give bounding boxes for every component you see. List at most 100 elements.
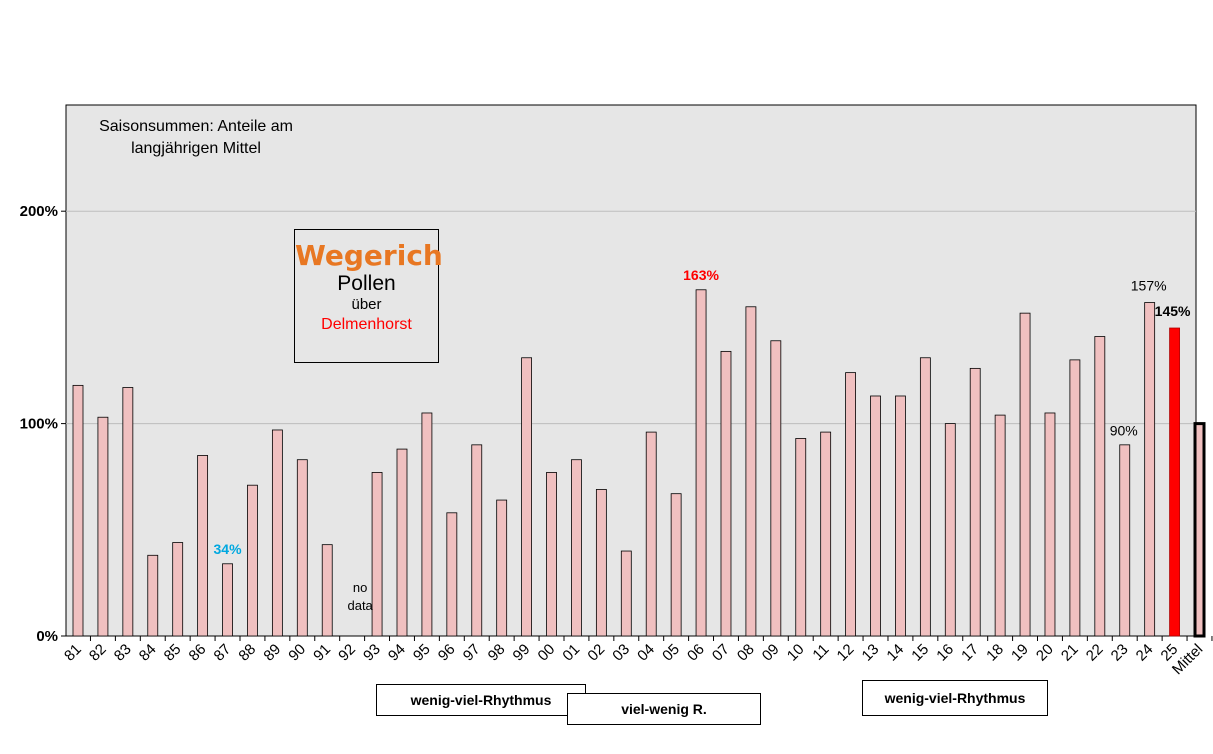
bar [1069,359,1081,637]
x-tick-label: 93 [360,641,384,665]
no-data-label: data [347,598,373,613]
x-tick-label: 11 [809,641,832,664]
x-tick-label: 22 [1083,641,1107,665]
title-box-ueber: über [351,296,382,313]
bar [1019,312,1031,637]
bar [1144,302,1156,637]
data-label: 163% [683,267,719,283]
x-tick-label: 01 [559,641,583,665]
x-tick-label: 04 [634,641,658,665]
x-tick-label: 16 [933,641,957,665]
bar [770,340,782,637]
x-tick-label: 24 [1133,641,1157,665]
phase-label-1: wenig-viel-Rhythmus [376,684,586,716]
chart-title: Wegerich [295,239,443,272]
bar [197,455,209,637]
x-tick-label: 02 [584,641,608,665]
no-data-label: no [353,580,367,595]
bar [595,489,607,637]
x-tick-label: 19 [1008,641,1032,665]
bar [521,357,533,637]
x-tick-label: 86 [186,641,210,665]
bar [271,429,283,637]
x-tick-label: 95 [410,641,434,665]
x-tick-label: 82 [86,641,110,665]
x-tick-label: 96 [435,641,459,665]
bar [296,459,308,637]
bar [720,350,732,637]
bar [546,472,557,637]
x-tick-label: 20 [1033,641,1057,665]
x-tick-label: 12 [834,641,858,665]
bar [870,395,881,637]
x-tick-label: 98 [485,641,509,665]
x-tick-label: 87 [211,641,235,665]
data-label: 90% [1110,423,1138,439]
x-tick-label: 00 [535,641,559,665]
y-tick-label: 0% [36,628,58,645]
x-tick-label: 14 [883,641,907,665]
x-tick-label: 13 [859,641,883,665]
y-tick-label: 200% [20,203,58,220]
x-tick-label: 03 [609,641,633,665]
x-tick-label: 23 [1108,641,1132,665]
bar [571,459,582,637]
bar [97,416,109,637]
bar [446,512,458,637]
x-tick-label: 83 [111,641,135,665]
bar [1094,336,1106,637]
data-label: 145% [1155,303,1191,319]
x-tick-label: 84 [136,641,160,665]
bar [895,395,906,637]
x-tick-label: 10 [784,641,808,665]
bar [172,542,184,637]
y-tick-label: 100% [20,416,58,433]
bar [496,499,508,637]
x-tick-label: 81 [61,641,85,665]
bar [471,444,483,637]
bar-mean [1193,422,1206,638]
data-label: 34% [214,541,243,557]
phase-label-2: viel-wenig R. [567,693,761,725]
bar [1119,444,1131,637]
bar [845,372,856,637]
bar [994,414,1006,637]
bar [222,563,233,637]
bar [371,472,383,637]
bar [1169,327,1180,637]
bar [396,448,408,637]
x-tick-label: 97 [460,641,484,665]
bar [620,550,632,637]
x-tick-label: 08 [734,641,758,665]
x-tick-label: 21 [1058,641,1082,665]
x-tick-label: 17 [958,641,982,665]
x-tick-label: 89 [260,641,284,665]
x-tick-label: 94 [385,641,409,665]
bar [321,544,333,637]
phase-label-3: wenig-viel-Rhythmus [862,680,1048,716]
bar [147,554,159,637]
bar [247,484,258,637]
bar [795,438,807,637]
bar [820,431,832,637]
title-box: Wegerich Pollen über Delmenhorst [294,229,443,363]
x-tick-label: 06 [684,641,708,665]
bar [919,357,931,637]
x-tick-label: 92 [335,641,359,665]
bar [670,493,682,637]
bar [695,289,707,637]
x-tick-label: 88 [235,641,259,665]
x-tick-label: 91 [310,641,334,665]
bar [72,384,84,637]
bar [969,367,981,637]
x-tick-label: 05 [659,641,683,665]
bar [944,423,956,637]
x-tick-label: 07 [709,641,733,665]
x-tick-label: 18 [983,641,1007,665]
x-tick-label: 09 [759,641,783,665]
chart-subtitle: Saisonsummen: Anteile am langjährigen Mi… [99,118,293,157]
title-box-place: Delmenhorst [321,316,412,333]
x-tick-label: 99 [510,641,534,665]
bar [745,306,757,637]
